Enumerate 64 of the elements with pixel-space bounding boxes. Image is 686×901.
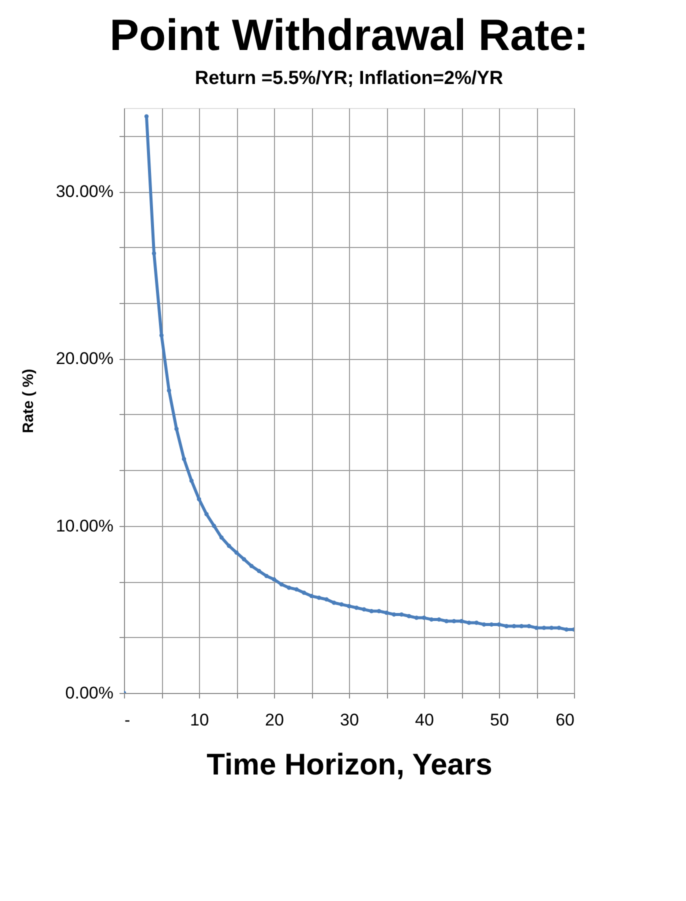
point — [302, 590, 306, 595]
y-tick-label: 0.00% — [65, 684, 114, 702]
point — [264, 574, 269, 578]
point — [332, 600, 336, 605]
y-tick-label: 20.00% — [56, 349, 114, 368]
point — [534, 626, 539, 630]
point — [309, 594, 314, 598]
point — [286, 586, 292, 590]
chart-title: Point Withdrawal Rate: — [110, 11, 588, 60]
point — [152, 251, 156, 256]
point — [519, 624, 524, 628]
x-tick-label: 20 — [265, 710, 284, 730]
point — [376, 608, 382, 614]
x-tick-label: - — [124, 710, 130, 730]
point — [272, 577, 276, 582]
point — [174, 426, 179, 432]
point — [414, 616, 419, 620]
point — [459, 619, 464, 624]
point — [166, 388, 172, 393]
point — [406, 614, 412, 618]
point — [212, 524, 216, 528]
point — [474, 620, 479, 625]
point — [256, 568, 262, 574]
x-tick-label: 10 — [190, 710, 209, 730]
point — [144, 114, 149, 118]
point — [189, 478, 194, 483]
point — [242, 557, 246, 562]
point — [346, 604, 352, 608]
x-tick-label: 60 — [556, 710, 574, 730]
point — [422, 616, 426, 620]
x-tick-label: 30 — [340, 710, 359, 730]
y-axis-title: Rate ( %) — [20, 368, 37, 434]
chart-subtitle: Return =5.5%/YR; Inflation=2%/YR — [194, 68, 504, 89]
point — [339, 602, 344, 607]
y-tick-label: 10.00% — [56, 516, 114, 536]
point — [504, 624, 509, 628]
point — [369, 608, 374, 614]
point — [219, 535, 224, 540]
point — [279, 582, 284, 586]
point — [556, 626, 562, 630]
point — [204, 512, 209, 516]
point — [362, 607, 366, 612]
point — [294, 587, 299, 592]
point — [526, 624, 532, 628]
point — [466, 620, 472, 625]
point — [234, 550, 239, 555]
point — [512, 624, 516, 628]
point — [196, 496, 202, 502]
point — [384, 610, 389, 615]
point — [226, 544, 232, 548]
point — [444, 619, 449, 624]
x-axis-title: Time Horizon, Years — [206, 748, 492, 782]
point — [249, 564, 254, 568]
point — [542, 626, 546, 630]
point — [324, 597, 329, 602]
y-tick-label: 30.00% — [56, 182, 114, 202]
x-tick-label: 50 — [490, 710, 509, 730]
x-tick-label: 40 — [415, 710, 434, 730]
point — [159, 333, 164, 338]
point — [316, 596, 322, 600]
point — [452, 619, 456, 624]
point — [182, 456, 186, 462]
point — [549, 626, 554, 630]
point — [354, 606, 359, 610]
